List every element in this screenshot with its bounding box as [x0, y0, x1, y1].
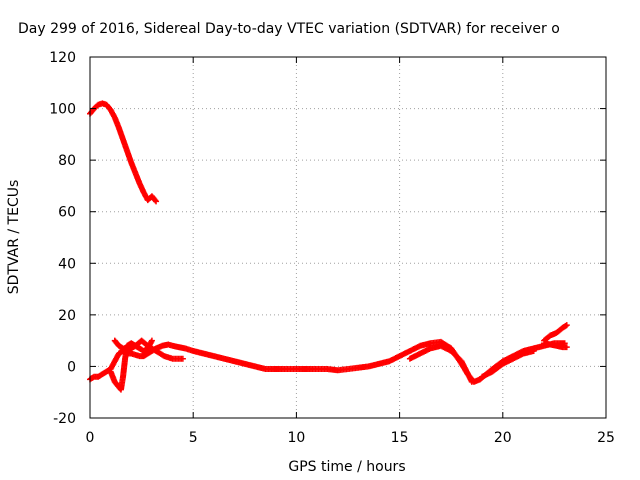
x-tick-label: 5: [189, 430, 198, 446]
data-point: [148, 337, 155, 344]
y-tick-label: 60: [58, 205, 76, 221]
data-point: [152, 197, 159, 204]
y-tick-label: 40: [58, 256, 76, 272]
y-tick-label: 100: [49, 102, 76, 118]
y-tick-label: 120: [49, 50, 76, 66]
data-point: [563, 322, 570, 329]
x-axis-label: GPS time / hours: [288, 459, 405, 475]
data-point: [563, 344, 570, 351]
data-point: [530, 347, 537, 354]
x-tick-label: 25: [597, 430, 615, 446]
x-ticks: 0 5 10 15 20 25: [86, 57, 615, 446]
x-tick-label: 15: [391, 430, 409, 446]
plot-frame: [89, 56, 607, 419]
chart-title: Day 299 of 2016, Sidereal Day-to-day VTE…: [18, 21, 560, 37]
grid: [90, 57, 606, 418]
x-tick-label: 10: [287, 430, 305, 446]
y-tick-label: 0: [67, 359, 76, 375]
x-tick-label: 0: [86, 430, 95, 446]
y-ticks: -20 0 20 40 60 80 100 120: [49, 50, 606, 427]
data-point: [153, 198, 160, 205]
y-axis-label: SDTVAR / TECUs: [6, 180, 22, 295]
y-tick-label: -20: [53, 411, 76, 427]
y-tick-label: 80: [58, 153, 76, 169]
x-tick-label: 20: [494, 430, 512, 446]
y-tick-label: 20: [58, 308, 76, 324]
data-points: [87, 100, 570, 393]
data-point: [468, 378, 475, 385]
data-point: [179, 355, 186, 362]
